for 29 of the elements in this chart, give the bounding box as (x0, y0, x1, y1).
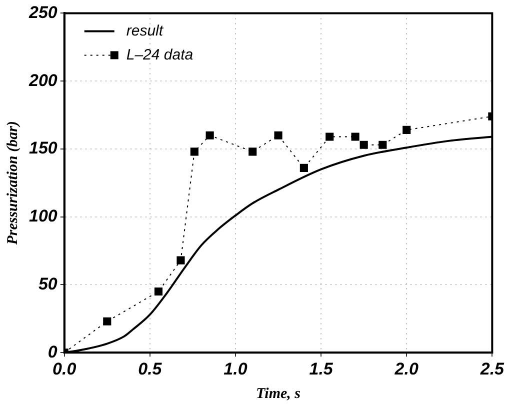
legend-label: L–24 data (126, 46, 194, 64)
point (190, 148, 198, 156)
legend-label: result (126, 22, 164, 40)
x-tick-label: 1.5 (309, 359, 334, 378)
y-tick-label: 0 (48, 342, 58, 362)
x-tick-label: 2.5 (479, 359, 505, 378)
point (378, 140, 387, 149)
x-tick-label: 1.0 (224, 359, 248, 378)
y-tick-label: 150 (28, 138, 58, 158)
x-tick-label: 0.0 (52, 359, 77, 378)
point (300, 164, 308, 172)
point (176, 256, 185, 264)
point (402, 126, 411, 134)
x-tick-label: 2.0 (394, 359, 419, 378)
point (206, 131, 214, 140)
y-axis-title: Pressurization (bar) (4, 121, 21, 245)
x-axis-title: Time, s (256, 386, 301, 402)
point (326, 132, 334, 141)
point (274, 131, 282, 140)
point (351, 132, 360, 141)
point (154, 287, 163, 296)
y-tick-label: 250 (28, 2, 58, 22)
y-tick-label: 200 (28, 70, 58, 90)
y-tick-label: 100 (28, 206, 58, 226)
point (360, 140, 368, 149)
y-tick-label: 50 (38, 274, 58, 294)
point (248, 148, 257, 156)
x-tick-label: 0.5 (138, 359, 162, 378)
point (103, 317, 112, 326)
